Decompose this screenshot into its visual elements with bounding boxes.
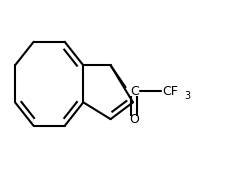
Text: O: O <box>129 113 138 126</box>
Text: CF: CF <box>162 85 178 98</box>
Text: C: C <box>129 85 138 98</box>
Text: 3: 3 <box>183 91 190 101</box>
